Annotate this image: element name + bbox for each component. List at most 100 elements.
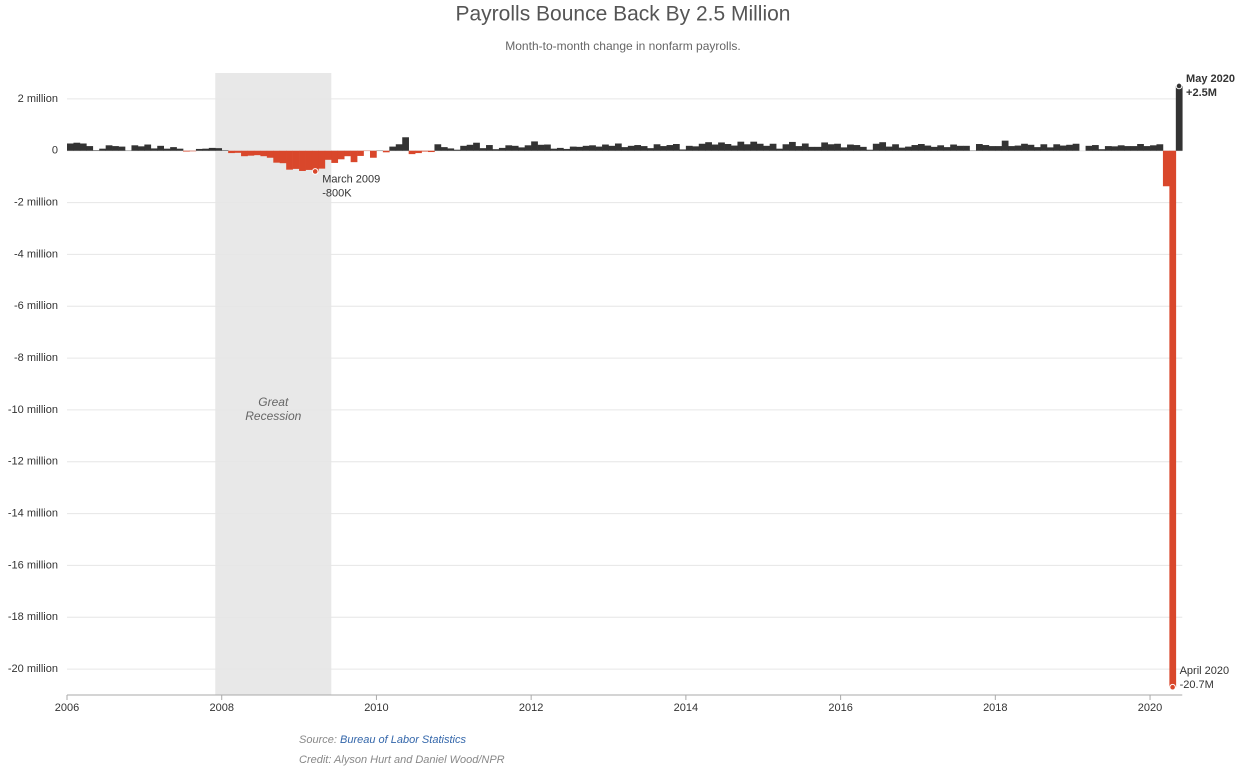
bar (653, 144, 661, 151)
bar (86, 146, 94, 151)
bar (595, 146, 603, 151)
bar (479, 148, 487, 151)
bar (434, 144, 442, 151)
bar (208, 147, 216, 151)
bar (112, 146, 119, 151)
bar (1150, 145, 1157, 151)
bar (170, 147, 177, 151)
bar (305, 150, 313, 170)
bar (324, 150, 332, 160)
bar (724, 144, 732, 151)
y-tick-label: 2 million (18, 93, 58, 105)
bar (279, 150, 287, 164)
bar (408, 150, 416, 155)
bar (660, 146, 667, 151)
bar (698, 143, 706, 151)
bar (131, 145, 139, 151)
source: Source: Bureau of Labor Statistics (299, 734, 466, 746)
bar (1098, 149, 1106, 151)
bar (402, 137, 409, 151)
bar (853, 145, 861, 151)
bar (647, 148, 654, 151)
bar (421, 150, 429, 152)
bar (228, 150, 235, 154)
bar (189, 150, 197, 152)
bar (840, 147, 848, 151)
bar (795, 146, 803, 151)
bar (814, 146, 822, 151)
bar (505, 145, 513, 151)
bar (608, 145, 616, 151)
bar (511, 145, 519, 151)
bar (988, 146, 996, 151)
bar (163, 148, 171, 151)
bar (260, 150, 268, 157)
bar (776, 148, 783, 151)
bar (550, 148, 558, 151)
bar (1066, 144, 1073, 151)
bar (1130, 146, 1138, 151)
bar (382, 150, 390, 153)
bar (621, 147, 629, 151)
bar (453, 149, 461, 151)
y-tick-label: -8 million (14, 352, 58, 364)
bar (711, 144, 719, 151)
annotation-value: -800K (322, 187, 352, 199)
bar (428, 150, 435, 153)
annotation-dot (311, 168, 319, 175)
bar (1143, 146, 1151, 151)
y-tick-label: -6 million (14, 300, 58, 312)
y-tick-label: -10 million (8, 404, 58, 416)
credit: Credit: Alyson Hurt and Daniel Wood/NPR (299, 754, 505, 766)
chart-title: Payrolls Bounce Back By 2.5 Million (456, 3, 791, 26)
bar (801, 143, 809, 151)
bar (892, 144, 899, 151)
y-tick-label: -4 million (14, 248, 58, 260)
bar (956, 145, 964, 151)
bar (943, 147, 951, 151)
bar (67, 143, 74, 151)
bar (253, 150, 261, 156)
bar (975, 144, 983, 151)
bar (518, 147, 526, 151)
bar (1046, 147, 1054, 151)
y-tick-label: -16 million (8, 559, 58, 571)
annotation-value: -20.7M (1180, 679, 1214, 691)
bar (415, 150, 422, 154)
bar (524, 145, 532, 151)
x-tick-label: 2018 (983, 702, 1007, 714)
bar (337, 150, 345, 160)
bar (569, 146, 577, 151)
y-tick-label: -18 million (8, 611, 58, 623)
bar (118, 146, 126, 151)
bar (1034, 147, 1041, 151)
bar (498, 147, 506, 151)
x-tick-label: 2008 (209, 702, 233, 714)
bar (1053, 144, 1061, 151)
bar (917, 144, 925, 151)
bar (157, 145, 164, 151)
bar (1092, 145, 1099, 151)
bar (905, 146, 912, 151)
bar (447, 148, 455, 151)
bar (544, 144, 551, 151)
bar (1156, 144, 1164, 151)
bar (311, 150, 319, 172)
x-tick-label: 2012 (519, 702, 543, 714)
bar (247, 150, 255, 156)
x-tick-label: 2006 (55, 702, 79, 714)
bar (73, 142, 81, 151)
bar (879, 142, 887, 151)
annotation-dot (1175, 82, 1183, 90)
bar (898, 147, 906, 151)
bar (743, 144, 751, 151)
bar (582, 145, 590, 151)
bar (731, 145, 738, 151)
recession-shading (215, 73, 332, 695)
source-link[interactable]: Bureau of Labor Statistics (340, 734, 466, 746)
bar (466, 144, 474, 151)
annotation-title: April 2020 (1180, 665, 1230, 677)
x-tick-label: 2020 (1138, 702, 1162, 714)
bar (924, 145, 932, 151)
